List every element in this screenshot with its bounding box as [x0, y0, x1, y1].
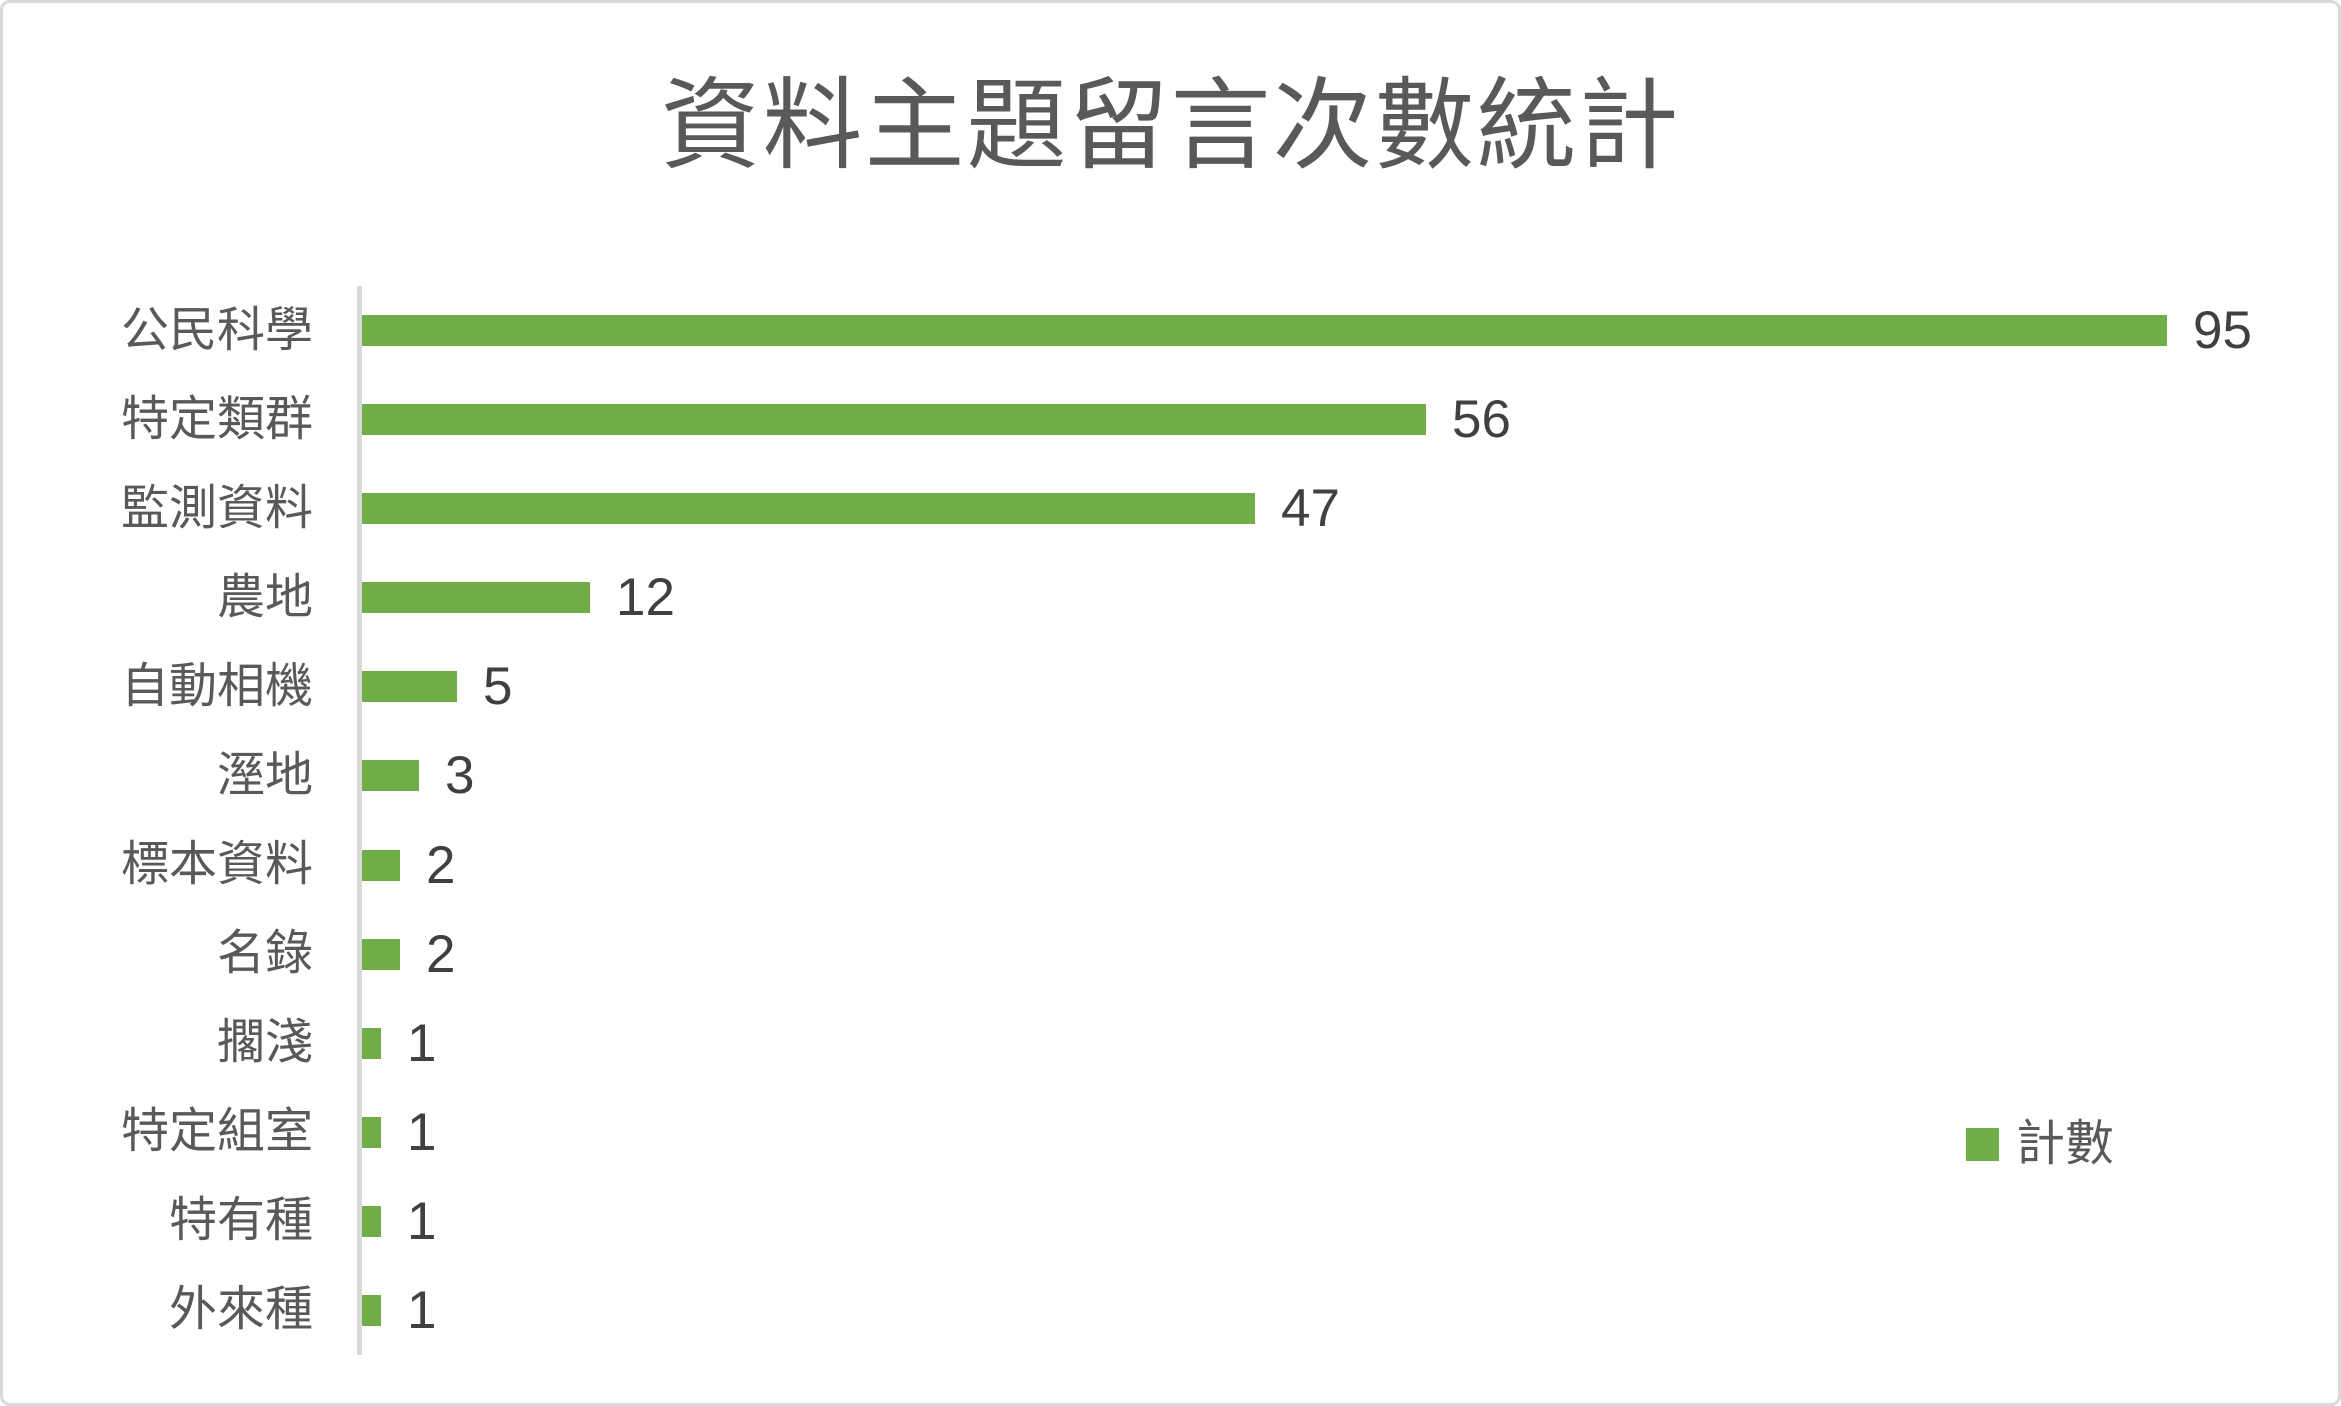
bar-row: 農地 12 [217, 553, 2262, 642]
bar-rows: 公民科學 95 特定類群 56 監測資料 47 農地 12 自動相機 5 溼地 3 標本資料 2 名錄 2 擱淺… [121, 286, 2262, 1355]
legend: 計數 [1966, 1120, 2114, 1169]
bar-row: 特有種 1 [169, 1177, 2262, 1266]
bar-row: 名錄 2 [217, 910, 2262, 999]
bar [362, 315, 2167, 347]
value-label: 3 [445, 746, 475, 806]
bar [362, 671, 457, 703]
bar-row: 標本資料 2 [121, 820, 2262, 909]
bar-row: 擱淺 1 [217, 999, 2262, 1088]
category-label: 外來種 [168, 1283, 313, 1337]
category-label: 特定類群 [120, 392, 313, 446]
value-label: 95 [2193, 301, 2252, 361]
category-label: 自動相機 [120, 659, 313, 713]
bar [362, 1205, 381, 1237]
value-label: 1 [407, 1102, 437, 1162]
value-label: 1 [407, 1191, 437, 1251]
legend-marker-icon [1966, 1128, 1999, 1161]
category-label: 名錄 [216, 927, 313, 981]
bar-row: 特定組室 1 [121, 1088, 2262, 1177]
bar [362, 1294, 381, 1326]
bar [362, 582, 590, 614]
chart-title: 資料主題留言次數統計 [660, 70, 1681, 182]
value-label: 12 [616, 568, 675, 628]
bar [362, 849, 400, 881]
category-label: 特有種 [168, 1194, 313, 1248]
value-label: 47 [1281, 479, 1340, 539]
bar [362, 938, 400, 970]
value-label: 56 [1452, 390, 1511, 450]
bar-row: 外來種 1 [169, 1266, 2262, 1355]
category-label: 監測資料 [120, 481, 313, 535]
bar-row: 溼地 3 [217, 731, 2262, 820]
bar [362, 760, 419, 792]
bar [362, 404, 1426, 436]
bar [362, 1027, 381, 1059]
value-label: 1 [407, 1280, 437, 1340]
bar-row: 自動相機 5 [121, 642, 2262, 731]
bar [362, 1116, 381, 1148]
value-label: 2 [426, 924, 456, 984]
bar-row: 監測資料 47 [121, 464, 2262, 553]
legend-label: 計數 [2016, 1117, 2115, 1171]
category-label: 特定組室 [120, 1105, 313, 1159]
value-label: 5 [483, 657, 513, 717]
category-label: 農地 [216, 570, 313, 624]
category-label: 公民科學 [120, 303, 313, 357]
value-label: 2 [426, 835, 456, 895]
y-axis-line [357, 286, 362, 1355]
bar [362, 493, 1255, 525]
category-label: 標本資料 [120, 838, 313, 891]
bar-row: 特定類群 56 [121, 375, 2262, 464]
category-label: 溼地 [216, 748, 313, 802]
value-label: 1 [407, 1013, 437, 1073]
category-label: 擱淺 [216, 1016, 313, 1070]
plot-area: 公民科學 95 特定類群 56 監測資料 47 農地 12 自動相機 5 溼地 3 標本資料 2 名錄 2 擱淺… [121, 286, 2262, 1355]
bar-row: 公民科學 95 [121, 286, 2262, 375]
